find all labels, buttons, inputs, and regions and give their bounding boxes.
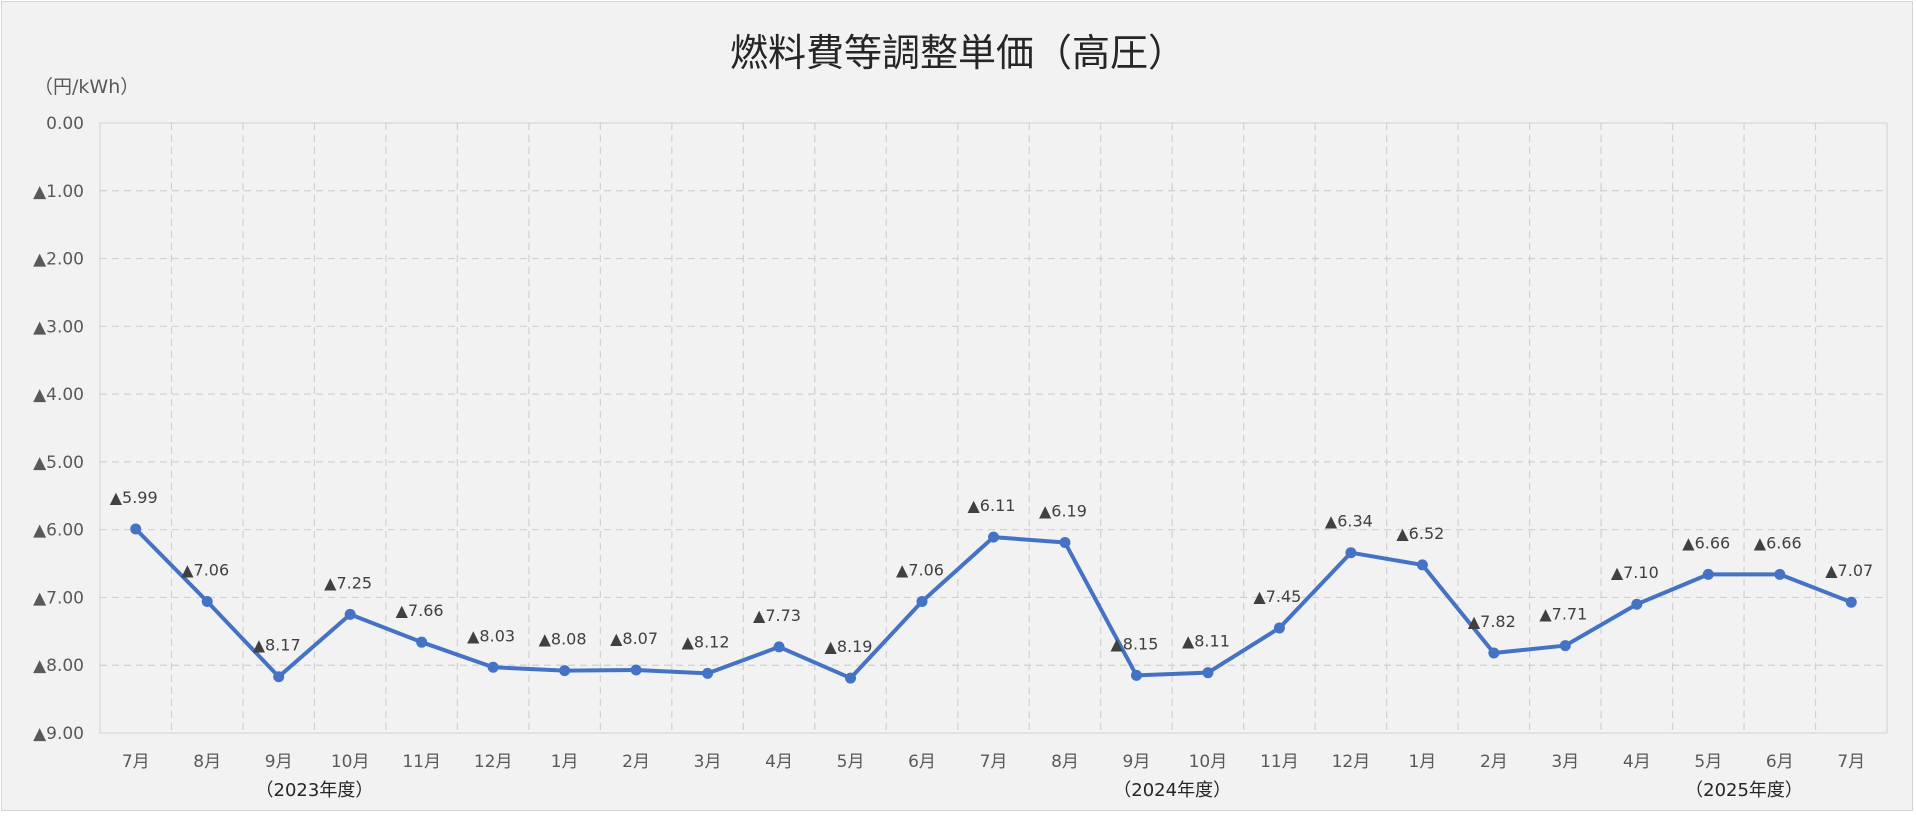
data-point	[1273, 622, 1285, 634]
data-point	[1774, 568, 1786, 580]
data-point	[845, 672, 857, 684]
fiscal-year-label: （2024年度）	[1113, 780, 1231, 801]
plot-area	[99, 122, 1888, 734]
data-label: ▲7.66	[396, 601, 444, 620]
data-point	[773, 641, 785, 653]
data-point	[916, 596, 928, 608]
data-point	[344, 608, 356, 620]
data-point	[1845, 596, 1857, 608]
data-label: ▲6.66	[1682, 533, 1730, 552]
data-point	[1702, 568, 1714, 580]
data-label: ▲7.71	[1539, 605, 1587, 624]
x-tick-label: 5月	[837, 752, 865, 772]
data-point	[273, 671, 285, 683]
axis-labels: 0.00 ▲1.00 ▲2.00 ▲3.00 ▲4.00 ▲5.00 ▲6.00 ▲7.00 ▲…	[33, 114, 1865, 801]
y-tick-label: ▲5.00	[33, 453, 84, 473]
data-label: ▲7.25	[324, 573, 372, 592]
y-tick-label: ▲4.00	[33, 385, 84, 405]
x-tick-label: 2月	[1480, 752, 1508, 772]
data-point	[1416, 559, 1428, 571]
x-tick-label: 11月	[402, 752, 441, 772]
data-point	[416, 636, 428, 648]
data-label: ▲8.19	[825, 637, 873, 656]
data-point	[1059, 537, 1071, 549]
data-point	[201, 596, 213, 608]
data-point	[559, 665, 571, 677]
y-tick-label: ▲7.00	[33, 588, 84, 608]
y-tick-label: ▲6.00	[33, 521, 84, 541]
data-label: ▲7.10	[1611, 563, 1659, 582]
x-tick-label: 8月	[193, 752, 221, 772]
x-tick-label: 10月	[331, 752, 370, 772]
data-point	[1631, 598, 1643, 610]
data-point	[630, 664, 642, 676]
x-tick-label: 7月	[980, 752, 1008, 772]
y-tick-label: ▲8.00	[33, 656, 84, 676]
x-tick-label: 7月	[1837, 752, 1865, 772]
data-label: ▲6.19	[1039, 502, 1087, 521]
data-point	[1488, 647, 1500, 659]
y-tick-label: ▲9.00	[33, 724, 84, 744]
data-label: ▲8.03	[467, 626, 515, 645]
data-label: ▲7.45	[1253, 587, 1301, 606]
y-tick-label: ▲2.00	[33, 250, 84, 270]
x-tick-label: 3月	[1551, 752, 1579, 772]
data-label: ▲8.12	[682, 632, 730, 651]
data-label: ▲6.52	[1396, 524, 1444, 543]
data-label: ▲8.11	[1182, 632, 1230, 651]
data-label: ▲7.73	[753, 606, 801, 625]
series-line	[130, 523, 1857, 684]
fiscal-year-label: （2025年度）	[1685, 780, 1803, 801]
x-tick-label: 9月	[1123, 752, 1151, 772]
data-labels: ▲5.99 ▲7.06 ▲8.17 ▲7.25 ▲7.66 ▲8.03 ▲8.08 ▲8.07…	[110, 488, 1873, 656]
x-tick-label: 11月	[1260, 752, 1299, 772]
data-label: ▲7.07	[1825, 561, 1873, 580]
x-tick-label: 12月	[1332, 752, 1371, 772]
x-tick-label: 1月	[1408, 752, 1436, 772]
data-label: ▲7.06	[181, 561, 229, 580]
data-point	[702, 667, 714, 679]
x-tick-label: 3月	[694, 752, 722, 772]
data-point	[487, 661, 499, 673]
x-tick-label: 6月	[908, 752, 936, 772]
data-label: ▲8.07	[610, 629, 658, 648]
x-tick-label: 7月	[122, 752, 150, 772]
data-point	[1202, 667, 1214, 679]
x-tick-label: 4月	[765, 752, 793, 772]
data-label: ▲7.06	[896, 561, 944, 580]
data-label: ▲8.17	[253, 636, 301, 655]
data-label: ▲5.99	[110, 488, 158, 507]
gridlines	[99, 122, 1888, 734]
data-point	[988, 531, 999, 543]
data-label: ▲8.08	[539, 630, 587, 649]
x-tick-label: 12月	[474, 752, 513, 772]
y-tick-label: ▲1.00	[33, 182, 84, 202]
data-label: ▲6.66	[1754, 533, 1802, 552]
y-tick-label: ▲3.00	[33, 317, 84, 337]
x-tick-label: 2月	[622, 752, 650, 772]
x-tick-label: 5月	[1694, 752, 1722, 772]
chart-title: 燃料費等調整単価（高圧）	[729, 31, 1186, 75]
fiscal-year-label: （2023年度）	[256, 780, 374, 801]
data-point	[1559, 640, 1571, 652]
data-point	[130, 523, 142, 535]
x-tick-label: 10月	[1189, 752, 1228, 772]
x-tick-label: 9月	[265, 752, 293, 772]
data-label: ▲7.82	[1468, 612, 1516, 631]
y-tick-label: 0.00	[46, 114, 84, 134]
data-label: ▲6.11	[968, 496, 1016, 515]
data-label: ▲6.34	[1325, 512, 1373, 531]
x-tick-label: 6月	[1766, 752, 1794, 772]
data-label: ▲8.15	[1110, 634, 1158, 653]
x-tick-label: 8月	[1051, 752, 1079, 772]
y-axis-unit-label: （円/kWh）	[34, 76, 140, 98]
data-point	[1130, 669, 1142, 681]
x-tick-label: 4月	[1623, 752, 1651, 772]
data-point	[1345, 547, 1357, 559]
x-tick-label: 1月	[551, 752, 579, 772]
